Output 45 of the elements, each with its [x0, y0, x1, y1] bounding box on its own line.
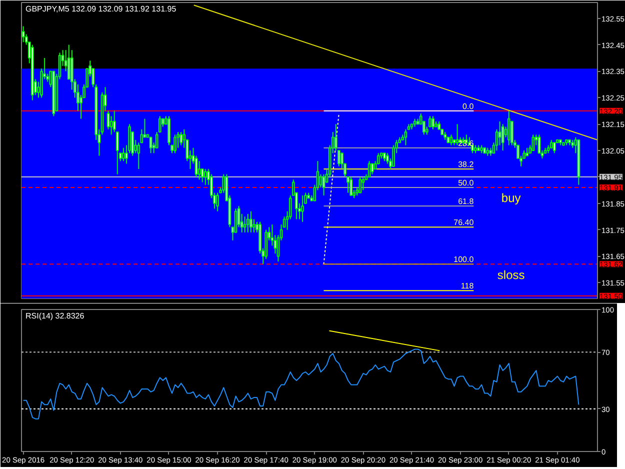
candlestick — [456, 124, 459, 146]
annotation: sloss — [497, 268, 525, 282]
candlestick — [149, 136, 152, 154]
candlestick — [322, 174, 326, 196]
series-label: 61.8 — [458, 197, 474, 206]
candlestick — [67, 44, 70, 80]
candlestick — [501, 124, 504, 151]
candlestick — [22, 26, 25, 43]
series-label: 38.2 — [458, 160, 474, 169]
candlestick — [246, 213, 250, 233]
candlestick — [158, 116, 162, 132]
candlestick — [532, 134, 535, 151]
series-label: 76.40 — [454, 218, 474, 228]
candlestick — [346, 176, 350, 194]
candlestick — [368, 160, 371, 178]
candlestick — [174, 134, 176, 154]
candlestick — [358, 176, 362, 194]
candlestick — [319, 174, 322, 188]
candlestick — [404, 128, 408, 146]
annotation: buy — [501, 190, 521, 205]
candlestick — [204, 168, 207, 186]
chart-title: RSI(14) 32.8326 — [26, 312, 85, 320]
candlestick — [432, 116, 434, 130]
candlestick — [301, 194, 304, 222]
series-label: 118 — [460, 282, 474, 291]
candlestick — [498, 120, 502, 146]
candlestick — [350, 176, 352, 196]
candlestick — [362, 176, 365, 191]
series-label: 0.0 — [462, 102, 474, 111]
candlestick — [198, 160, 201, 180]
candlestick — [450, 134, 453, 146]
candlestick — [370, 163, 374, 175]
candlestick — [552, 142, 556, 154]
candlestick — [252, 218, 256, 233]
candlestick — [507, 110, 510, 146]
chart-title: GBPJPY,M5 132.09 132.09 131.92 131.95 — [26, 4, 177, 14]
candlestick — [250, 210, 252, 233]
candlestick — [180, 132, 183, 146]
candlestick — [110, 116, 113, 136]
candlestick — [122, 147, 125, 162]
series-label: 100.0 — [454, 255, 474, 264]
line-series — [22, 348, 580, 420]
series-label: 50.0 — [458, 178, 474, 188]
candlestick — [243, 216, 246, 233]
candlestick — [216, 192, 219, 212]
